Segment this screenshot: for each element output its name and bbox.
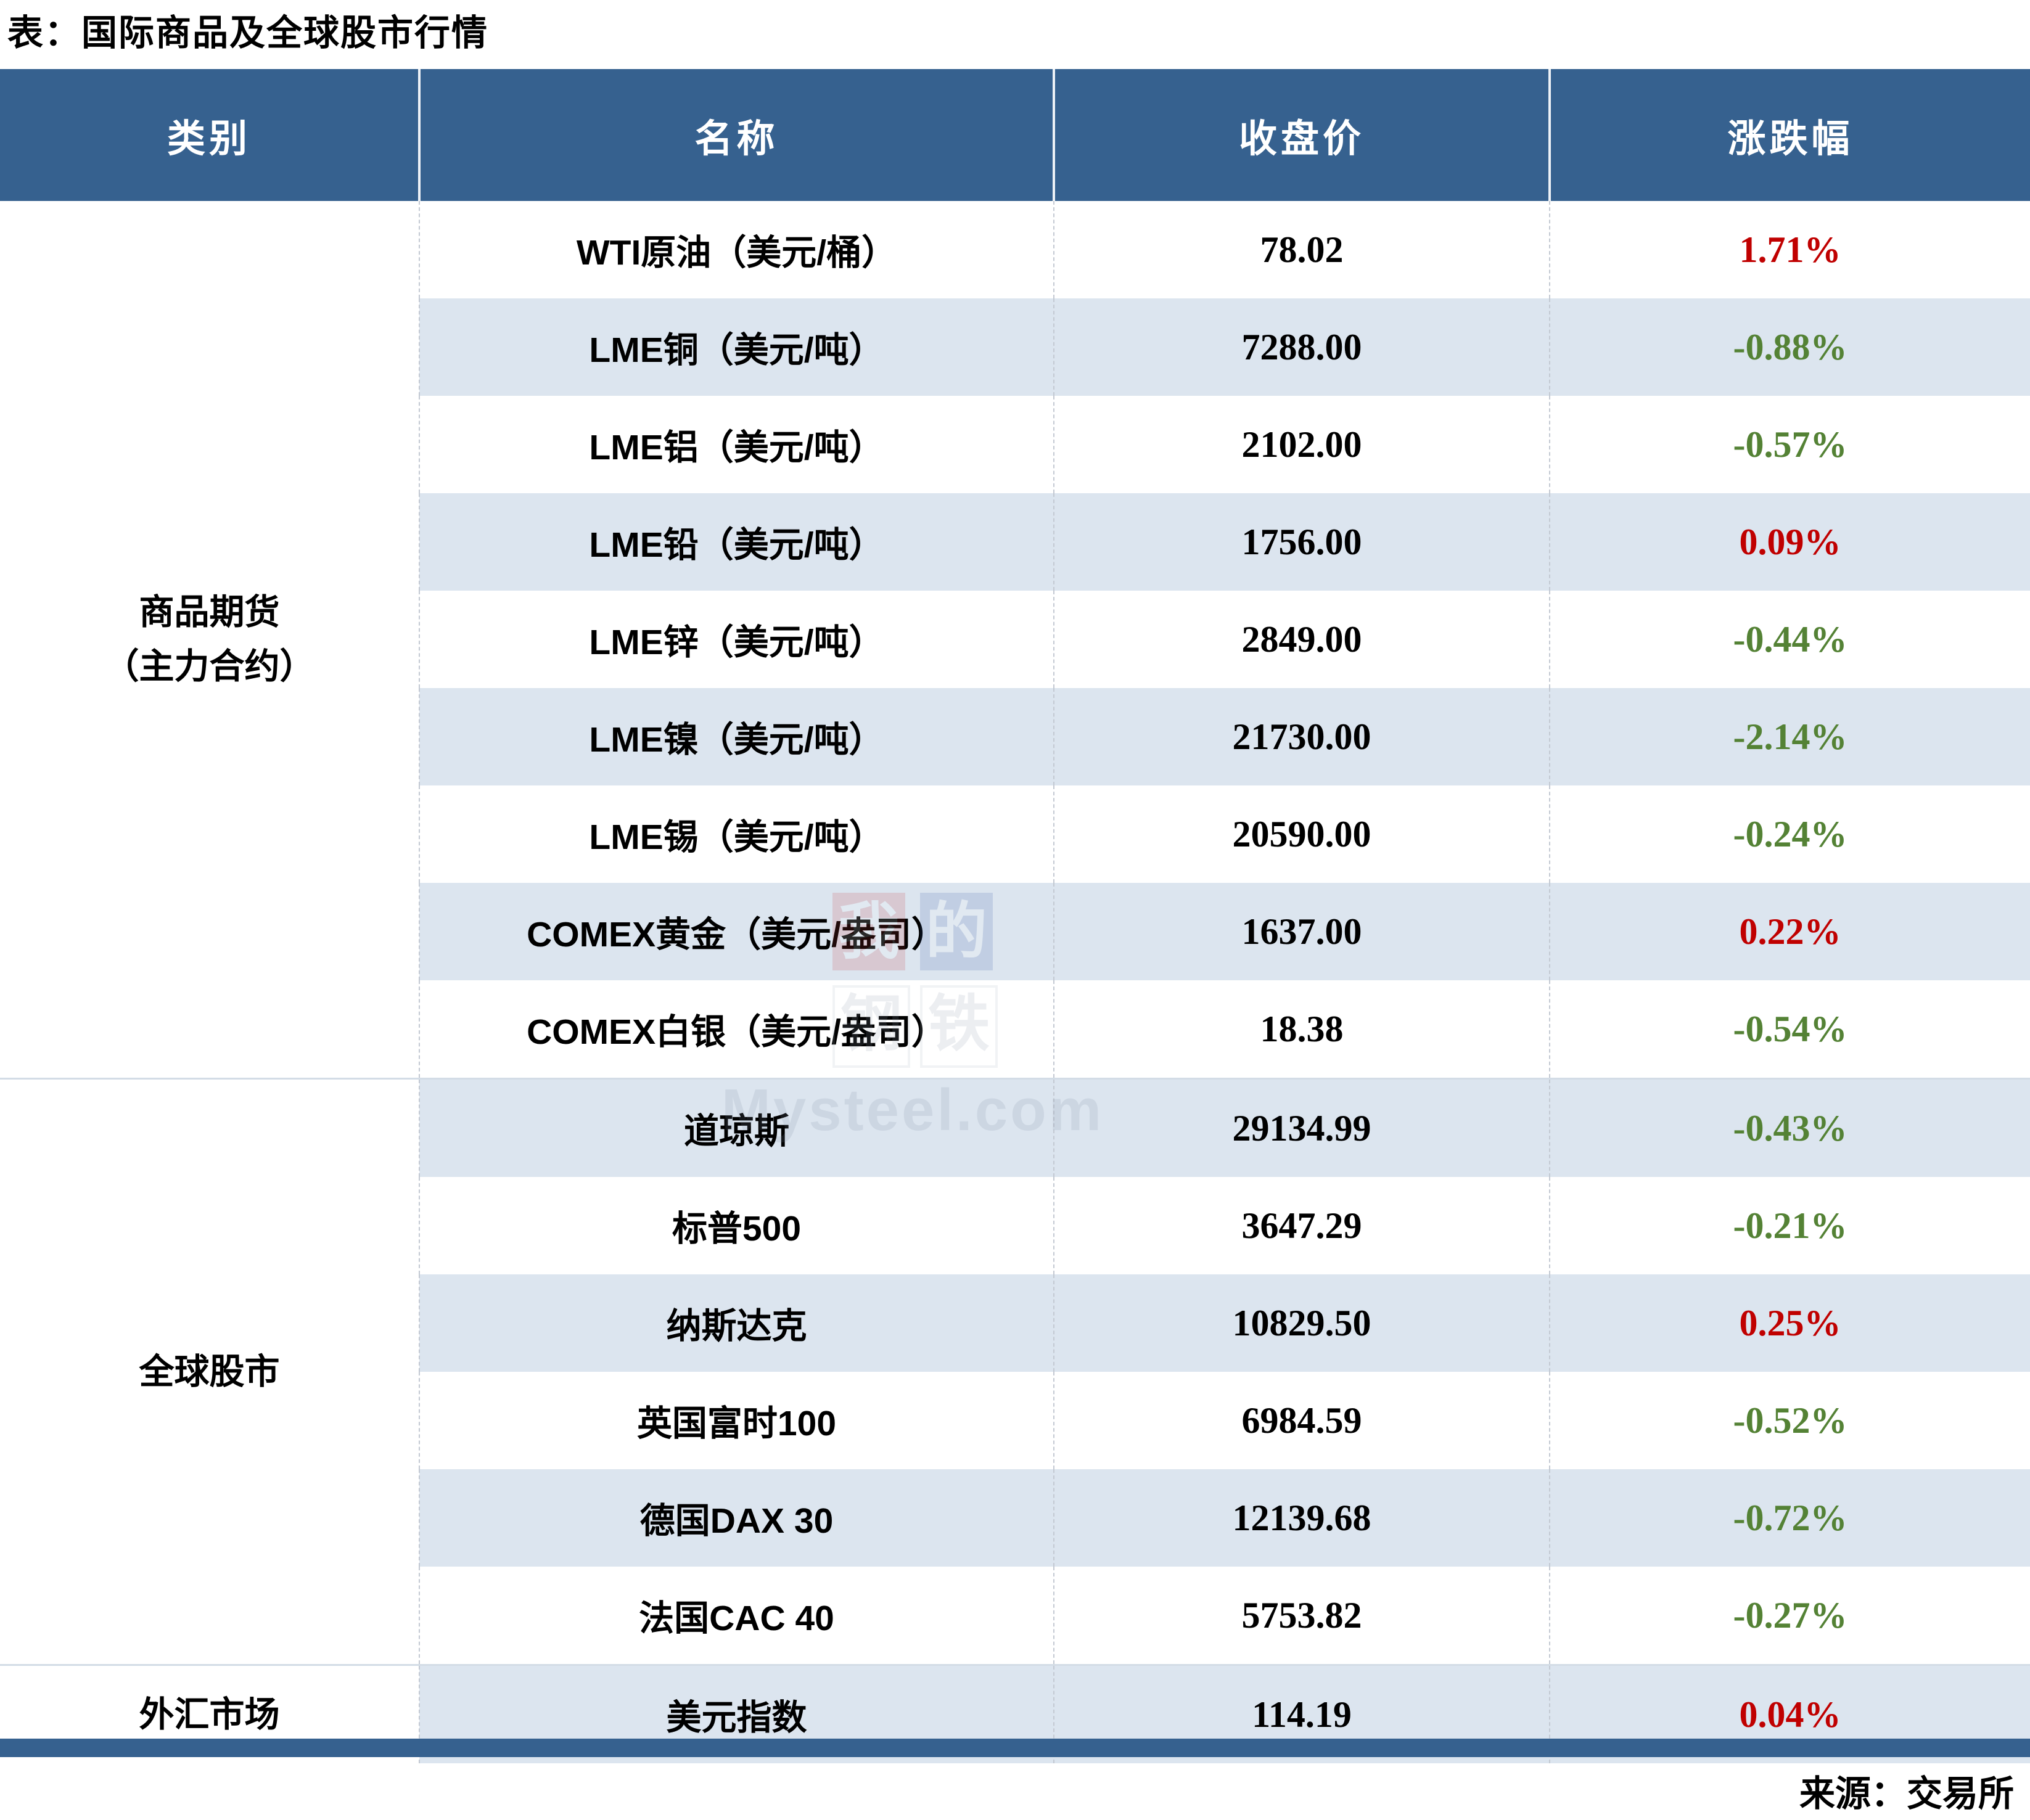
instrument-name: LME镍（美元/吨）: [419, 688, 1054, 785]
change-percent: -0.24%: [1549, 785, 2030, 883]
change-percent: 0.25%: [1549, 1274, 2030, 1372]
close-price: 7288.00: [1053, 298, 1550, 396]
change-percent: -0.21%: [1549, 1177, 2030, 1274]
instrument-name: COMEX黄金（美元/盎司）: [419, 883, 1054, 980]
table-bottom-border: [0, 1739, 2030, 1757]
change-percent: -0.57%: [1549, 396, 2030, 493]
change-percent: -0.88%: [1549, 298, 2030, 396]
change-percent: 0.22%: [1549, 883, 2030, 980]
change-percent: -0.54%: [1549, 980, 2030, 1079]
change-percent: -0.72%: [1549, 1469, 2030, 1567]
close-price: 2849.00: [1053, 591, 1550, 688]
table-row: 英国富时100 6984.59 -0.52%: [0, 1372, 2030, 1469]
change-percent: -0.27%: [1549, 1567, 2030, 1665]
table-row: 商品期货 （主力合约） WTI原油（美元/桶） 78.02 1.71%: [0, 201, 2030, 1079]
table-row: LME锌（美元/吨） 2849.00 -0.44%: [0, 591, 2030, 688]
table-row: 标普500 3647.29 -0.21%: [0, 1177, 2030, 1274]
instrument-name: 纳斯达克: [419, 1274, 1054, 1372]
change-percent: 1.71%: [1549, 201, 2030, 298]
instrument-name: 英国富时100: [419, 1372, 1054, 1469]
close-price: 21730.00: [1053, 688, 1550, 785]
table-row: LME锡（美元/吨） 20590.00 -0.24%: [0, 785, 2030, 883]
quotes-table: 类别 名称 收盘价 涨跌幅 商品期货 （主力合约） WTI原油（美元/桶） 78…: [0, 69, 2030, 1763]
table-row: 纳斯达克 10829.50 0.25%: [0, 1274, 2030, 1372]
instrument-name: COMEX白银（美元/盎司）: [419, 980, 1054, 1079]
header-name: 名称: [418, 69, 1054, 201]
close-price: 10829.50: [1053, 1274, 1550, 1372]
change-percent: -0.52%: [1549, 1372, 2030, 1469]
change-percent: -2.14%: [1549, 688, 2030, 785]
instrument-name: 标普500: [419, 1177, 1054, 1274]
instrument-name: LME铅（美元/吨）: [419, 493, 1054, 591]
table-row: LME铝（美元/吨） 2102.00 -0.57%: [0, 396, 2030, 493]
table-row: 全球股市 道琼斯 29134.99 -0.43%: [0, 1078, 2030, 1665]
table-row: COMEX黄金（美元/盎司） 1637.00 0.22%: [0, 883, 2030, 980]
change-percent: -0.43%: [1549, 1078, 2030, 1177]
instrument-name: LME锌（美元/吨）: [419, 591, 1054, 688]
table-row: LME镍（美元/吨） 21730.00 -2.14%: [0, 688, 2030, 785]
close-price: 12139.68: [1053, 1469, 1550, 1567]
source-label: 来源：交易所: [1799, 1774, 2014, 1814]
close-price: 5753.82: [1053, 1567, 1550, 1665]
header-close: 收盘价: [1053, 69, 1550, 201]
table-row: LME铅（美元/吨） 1756.00 0.09%: [0, 493, 2030, 591]
table-row: COMEX白银（美元/盎司） 18.38 -0.54%: [0, 980, 2030, 1079]
instrument-name: 德国DAX 30: [419, 1469, 1054, 1567]
change-percent: -0.44%: [1549, 591, 2030, 688]
close-price: 78.02: [1053, 201, 1550, 298]
instrument-name: LME铜（美元/吨）: [419, 298, 1054, 396]
category-cell-global-stocks: 全球股市: [0, 1078, 419, 1665]
close-price: 29134.99: [1053, 1078, 1550, 1177]
close-price: 3647.29: [1053, 1177, 1550, 1274]
category-cell-commodity-futures: 商品期货 （主力合约）: [0, 201, 419, 1079]
close-price: 1756.00: [1053, 493, 1550, 591]
header-row: 类别 名称 收盘价 涨跌幅: [0, 69, 2030, 201]
instrument-name: WTI原油（美元/桶）: [419, 201, 1054, 298]
change-percent: 0.09%: [1549, 493, 2030, 591]
instrument-name: 道琼斯: [419, 1078, 1054, 1177]
table-row: 外汇市场 美元指数 114.19 0.04%: [0, 1664, 2030, 1763]
instrument-name: 法国CAC 40: [419, 1567, 1054, 1665]
close-price: 2102.00: [1053, 396, 1550, 493]
close-price: 1637.00: [1053, 883, 1550, 980]
instrument-name: LME铝（美元/吨）: [419, 396, 1054, 493]
table-row: LME铜（美元/吨） 7288.00 -0.88%: [0, 298, 2030, 396]
instrument-name: LME锡（美元/吨）: [419, 785, 1054, 883]
table-row: 法国CAC 40 5753.82 -0.27%: [0, 1567, 2030, 1665]
close-price: 6984.59: [1053, 1372, 1550, 1469]
close-price: 18.38: [1053, 980, 1550, 1079]
close-price: 20590.00: [1053, 785, 1550, 883]
header-category: 类别: [0, 69, 419, 201]
header-change: 涨跌幅: [1548, 69, 2030, 201]
table-row: 德国DAX 30 12139.68 -0.72%: [0, 1469, 2030, 1567]
page-title: 表：国际商品及全球股市行情: [7, 13, 489, 53]
